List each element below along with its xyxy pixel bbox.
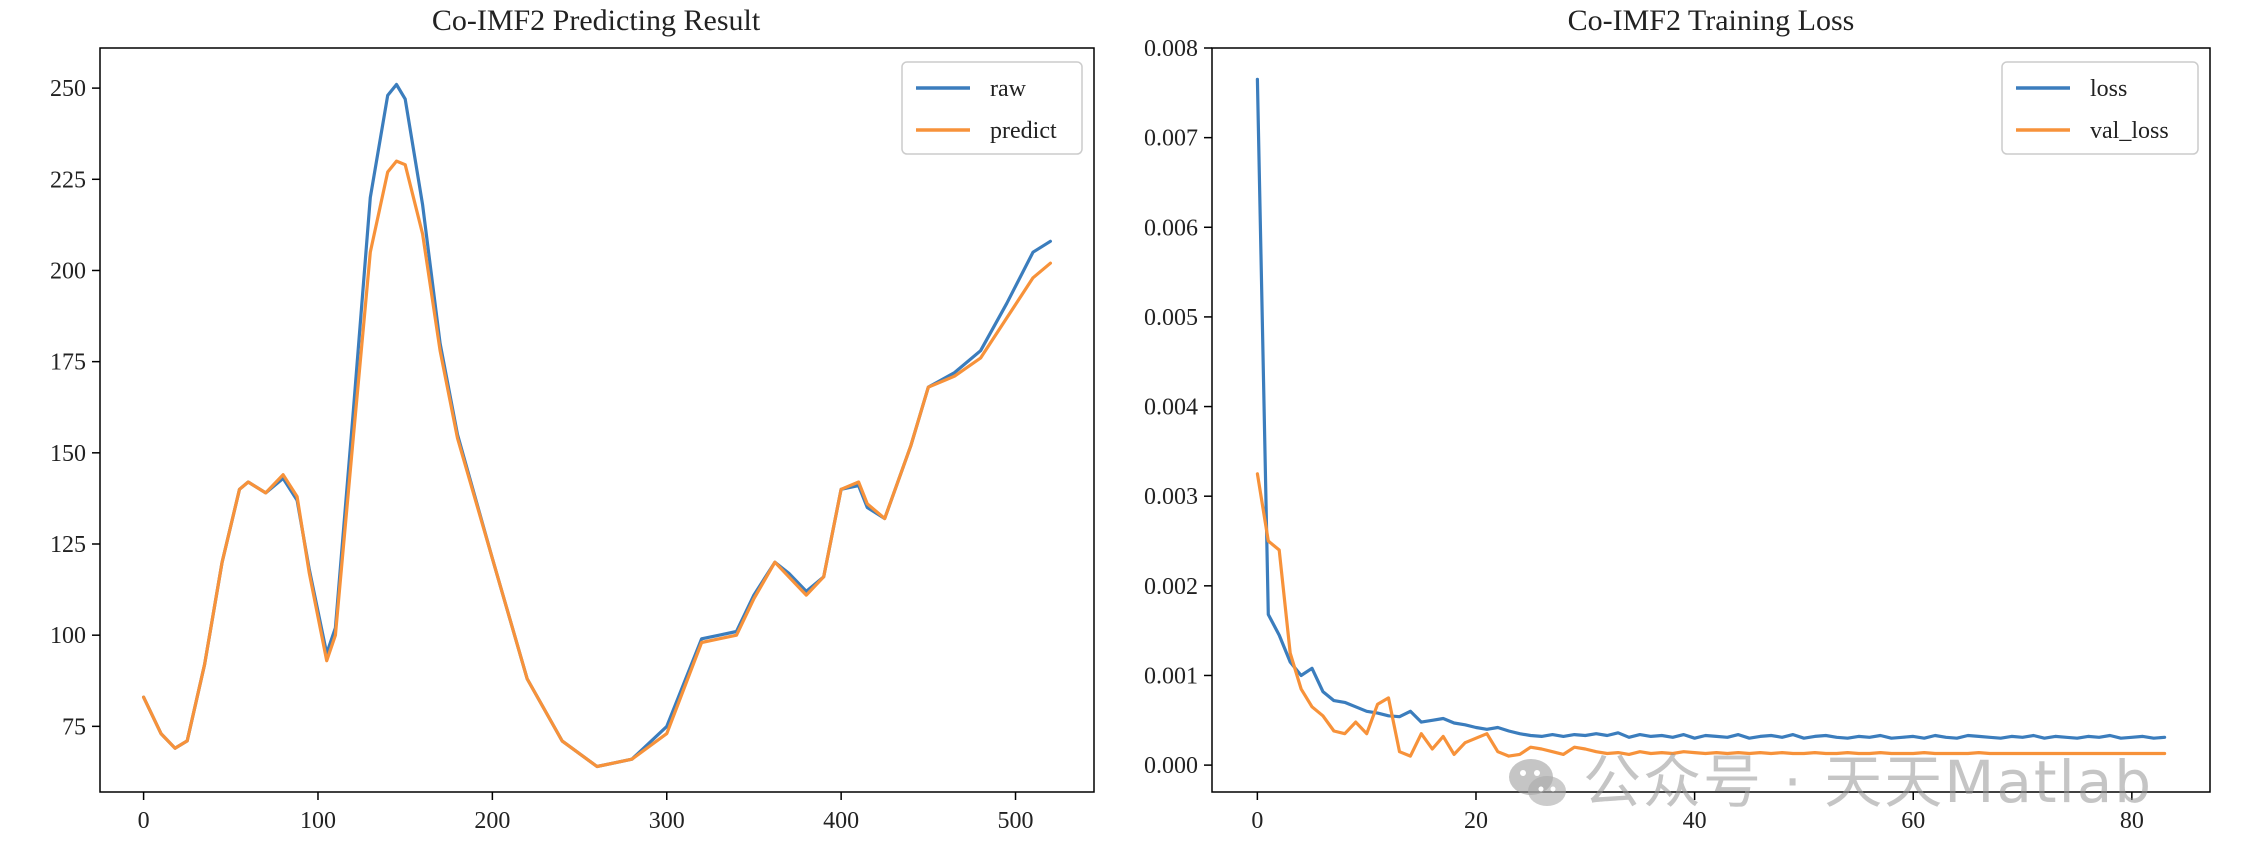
x-tick-label: 400 [823, 808, 859, 834]
y-tick-label: 0.004 [1144, 395, 1198, 421]
training-loss-chart: Co-IMF2 Training Loss 0 20 40 60 80 0.0000.0… [1144, 4, 2211, 834]
y-tick-label: 0.000 [1144, 753, 1198, 779]
x-axis: 0 20 40 60 80 [1251, 792, 2144, 834]
x-tick-label: 500 [998, 808, 1034, 834]
chart-title: Co-IMF2 Training Loss [1568, 4, 1855, 37]
y-tick-label: 0.001 [1144, 663, 1198, 689]
x-tick-label: 0 [138, 808, 150, 834]
x-tick-label: 80 [2120, 808, 2144, 834]
plot-frame [99, 47, 1095, 793]
x-tick-label: 40 [1683, 808, 1707, 834]
legend-label-predict: predict [990, 118, 1057, 144]
y-tick-label: 250 [50, 76, 86, 102]
x-tick-label: 100 [300, 808, 336, 834]
plot-frame [1211, 47, 2211, 793]
y-axis: 0.000 0.001 0.002 0.003 0.004 0.005 0.006 0.007… [1144, 36, 1212, 779]
y-tick-label: 0.006 [1144, 215, 1198, 241]
chart-title: Co-IMF2 Predicting Result [432, 4, 761, 37]
series-layer [1255, 77, 2167, 758]
y-tick-label: 0.008 [1144, 36, 1198, 62]
x-tick-label: 300 [649, 808, 685, 834]
y-tick-label: 225 [50, 167, 86, 193]
y-tick-label: 0.007 [1144, 126, 1198, 152]
series-line-loss [1255, 77, 2167, 740]
series-layer [142, 82, 1053, 769]
y-tick-label: 0.005 [1144, 305, 1198, 331]
x-tick-label: 200 [474, 808, 510, 834]
legend: raw predict [901, 61, 1083, 155]
x-tick-label: 20 [1464, 808, 1488, 834]
series-line-predict [142, 159, 1053, 769]
legend: loss val_loss [2001, 61, 2199, 155]
x-axis: 0 100 200 300 400 500 [138, 792, 1034, 834]
legend-label-raw: raw [990, 76, 1027, 102]
y-tick-label: 125 [50, 532, 86, 558]
y-tick-label: 200 [50, 258, 86, 284]
y-tick-label: 100 [50, 623, 86, 649]
series-line-val-loss [1255, 472, 2167, 758]
y-tick-label: 0.002 [1144, 574, 1198, 600]
x-tick-label: 60 [1901, 808, 1925, 834]
predicting-result-chart: Co-IMF2 Predicting Result 0 100 200 300 400 5… [50, 4, 1095, 834]
y-axis: 75 100 125 150 175 200 225 250 [50, 76, 100, 740]
legend-label-val-loss: val_loss [2090, 118, 2169, 144]
legend-label-loss: loss [2090, 76, 2127, 102]
y-tick-label: 75 [62, 714, 86, 740]
y-tick-label: 150 [50, 441, 86, 467]
y-tick-label: 0.003 [1144, 484, 1198, 510]
x-tick-label: 0 [1251, 808, 1263, 834]
y-tick-label: 175 [50, 350, 86, 376]
series-line-raw [142, 82, 1053, 769]
